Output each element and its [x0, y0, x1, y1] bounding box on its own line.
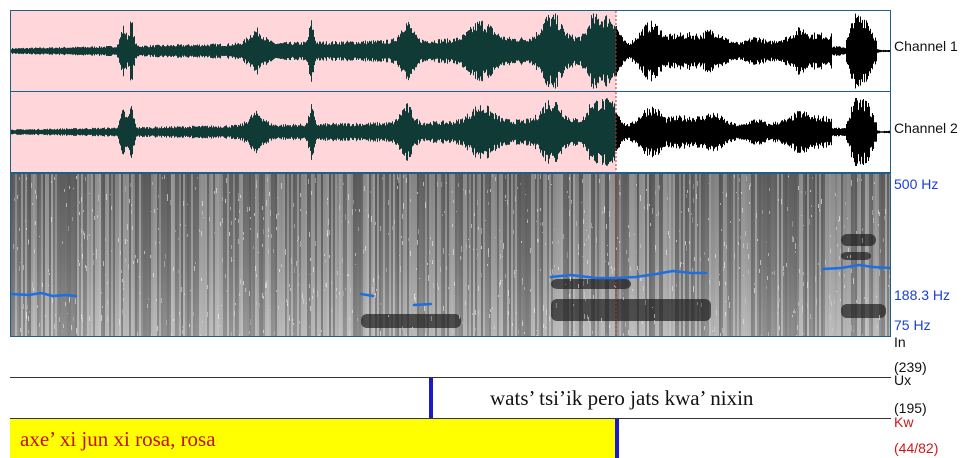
spectrogram-plot [11, 174, 890, 336]
tier-separator [10, 418, 891, 419]
waveform-channel-2-plot [11, 92, 890, 172]
pitch-contour [821, 263, 890, 271]
tier-kw-count: (44/82) [894, 440, 939, 456]
pitch-contour [359, 292, 375, 298]
tier-kw-selected-interval[interactable] [10, 419, 615, 458]
interval-boundary[interactable] [429, 378, 433, 418]
freq-pitch-label: 188.3 Hz [894, 287, 951, 303]
interval-boundary[interactable] [615, 419, 619, 458]
spectrogram[interactable] [10, 173, 891, 337]
waveform-channel-1[interactable] [10, 10, 891, 92]
tier-ux-count: (195) [894, 400, 927, 416]
pitch-contour [549, 269, 708, 280]
channel-2-label: Channel 2 [894, 120, 958, 136]
freq-bottom-label: 75 Hz [894, 317, 931, 333]
tier-ux-interval-text[interactable]: wats’ tsi’ik pero jats kwa’ nixin [490, 386, 754, 410]
tier-kw-interval-text[interactable]: axe’ xi jun xi rosa, rosa [20, 427, 216, 451]
tier-in-count: (239) [894, 359, 927, 375]
tier-separator [10, 377, 891, 378]
tier-kw-name[interactable]: Kw [894, 414, 914, 430]
tier-in-name[interactable]: In [894, 334, 906, 350]
freq-top-label: 500 Hz [894, 176, 939, 192]
waveform-channel-2[interactable] [10, 91, 891, 173]
channel-1-label: Channel 1 [894, 38, 958, 54]
pitch-contour [11, 291, 78, 298]
tier-ux-name[interactable]: Ux [894, 372, 912, 388]
waveform-channel-1-plot [11, 11, 890, 91]
pitch-contour [412, 302, 433, 307]
